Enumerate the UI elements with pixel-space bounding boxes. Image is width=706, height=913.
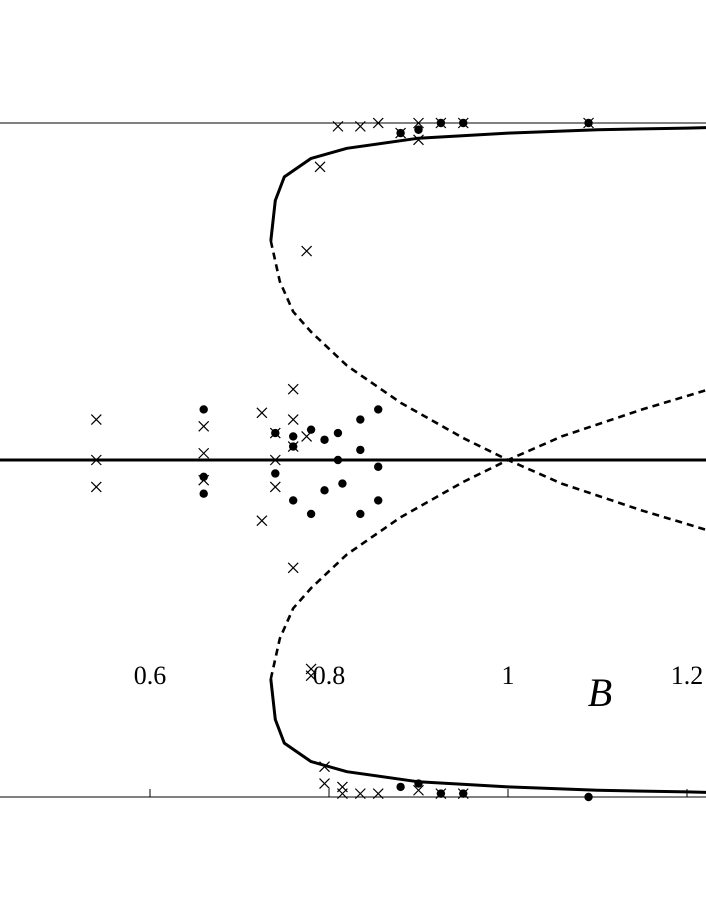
cross-marker bbox=[413, 784, 424, 796]
solid-branch-curve bbox=[269, 126, 706, 242]
cross-marker bbox=[413, 117, 424, 129]
dot-marker bbox=[199, 405, 208, 414]
dot-marker bbox=[199, 472, 208, 482]
dot-marker bbox=[459, 118, 468, 128]
cross-marker bbox=[413, 134, 424, 146]
dot-marker bbox=[374, 462, 383, 471]
dot-marker bbox=[414, 125, 423, 134]
cross-marker bbox=[319, 761, 330, 773]
dot-marker bbox=[271, 428, 280, 438]
cross-marker bbox=[90, 481, 102, 493]
x-axis-ticks: 0.6 0.8 1 1.2 bbox=[134, 661, 704, 797]
cross-marker bbox=[287, 414, 299, 425]
dashed-branch-curve bbox=[269, 240, 706, 532]
dot-marker bbox=[320, 486, 329, 495]
cross-marker bbox=[287, 383, 299, 395]
cross-marker bbox=[372, 117, 384, 129]
x-tick-label: 1 bbox=[502, 661, 515, 690]
curves bbox=[0, 126, 706, 794]
dot-marker bbox=[306, 425, 316, 434]
cross-marker bbox=[372, 788, 384, 800]
dot-marker bbox=[356, 509, 365, 519]
cross-marker bbox=[269, 481, 281, 493]
dot-marker bbox=[333, 455, 343, 465]
dot-marker bbox=[584, 792, 593, 802]
x-tick-label: 1.2 bbox=[671, 661, 704, 690]
dot-marker bbox=[333, 428, 343, 438]
cross-marker bbox=[305, 670, 317, 682]
cross-marker bbox=[90, 454, 102, 466]
dot-marker bbox=[320, 435, 329, 444]
dashed-branch-curve bbox=[269, 388, 706, 680]
dot-marker bbox=[289, 432, 298, 441]
dot-marker bbox=[396, 128, 405, 138]
solid-branch-curve bbox=[269, 678, 706, 794]
data-markers bbox=[90, 117, 594, 802]
cross-marker bbox=[256, 515, 268, 527]
dot-marker bbox=[338, 479, 347, 488]
cross-marker bbox=[256, 407, 268, 419]
dot-marker bbox=[199, 489, 208, 498]
cross-marker bbox=[354, 120, 366, 132]
dot-marker bbox=[289, 442, 298, 451]
dot-marker bbox=[306, 509, 316, 519]
x-tick-label: 0.8 bbox=[313, 661, 346, 690]
dot-marker bbox=[356, 415, 365, 424]
dot-marker bbox=[414, 779, 423, 788]
dot-marker bbox=[436, 118, 446, 128]
dot-marker bbox=[374, 405, 383, 414]
cross-marker bbox=[90, 414, 102, 425]
dot-marker bbox=[374, 496, 383, 505]
dot-marker bbox=[396, 782, 405, 792]
cross-marker bbox=[332, 120, 344, 132]
dot-marker bbox=[289, 496, 298, 505]
cross-marker bbox=[337, 788, 348, 800]
dot-marker bbox=[584, 118, 593, 128]
cross-marker bbox=[198, 447, 210, 459]
cross-marker bbox=[287, 562, 299, 574]
cross-marker bbox=[319, 778, 330, 789]
dot-marker bbox=[436, 789, 446, 798]
cross-marker bbox=[198, 420, 210, 432]
cross-marker bbox=[269, 454, 281, 466]
x-axis-title: B bbox=[588, 670, 612, 715]
dot-marker bbox=[271, 469, 280, 478]
cross-marker bbox=[354, 788, 366, 800]
dot-marker bbox=[459, 789, 468, 798]
dot-marker bbox=[356, 445, 365, 455]
cross-marker bbox=[314, 161, 326, 173]
x-tick-label: 0.6 bbox=[134, 661, 167, 690]
cross-marker bbox=[301, 245, 313, 257]
